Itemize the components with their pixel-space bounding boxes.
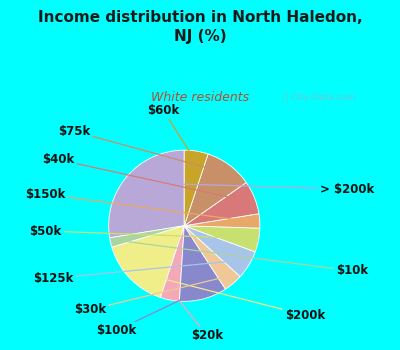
Wedge shape bbox=[160, 226, 184, 301]
Text: $200k: $200k bbox=[136, 272, 325, 322]
Text: ⓘ City-Data.com: ⓘ City-Data.com bbox=[283, 93, 356, 102]
Wedge shape bbox=[180, 226, 226, 301]
Text: $30k: $30k bbox=[74, 276, 227, 316]
Text: $150k: $150k bbox=[26, 188, 251, 222]
Wedge shape bbox=[184, 150, 208, 226]
Text: $10k: $10k bbox=[119, 240, 368, 278]
Wedge shape bbox=[184, 154, 246, 226]
Text: $100k: $100k bbox=[96, 290, 201, 337]
Wedge shape bbox=[112, 226, 184, 298]
Wedge shape bbox=[184, 182, 259, 226]
Text: Income distribution in North Haledon,
NJ (%): Income distribution in North Haledon, NJ… bbox=[38, 10, 362, 44]
Wedge shape bbox=[184, 226, 240, 289]
Wedge shape bbox=[109, 150, 184, 238]
Text: $50k: $50k bbox=[30, 224, 250, 238]
Text: $60k: $60k bbox=[147, 104, 195, 160]
Text: White residents: White residents bbox=[151, 91, 249, 104]
Text: > $200k: > $200k bbox=[134, 182, 374, 196]
Text: $40k: $40k bbox=[42, 153, 246, 201]
Text: $20k: $20k bbox=[172, 291, 224, 343]
Wedge shape bbox=[184, 226, 255, 276]
Text: $75k: $75k bbox=[58, 125, 224, 173]
Wedge shape bbox=[184, 226, 260, 252]
Text: $125k: $125k bbox=[33, 260, 241, 285]
Wedge shape bbox=[184, 214, 260, 228]
Wedge shape bbox=[110, 226, 184, 247]
